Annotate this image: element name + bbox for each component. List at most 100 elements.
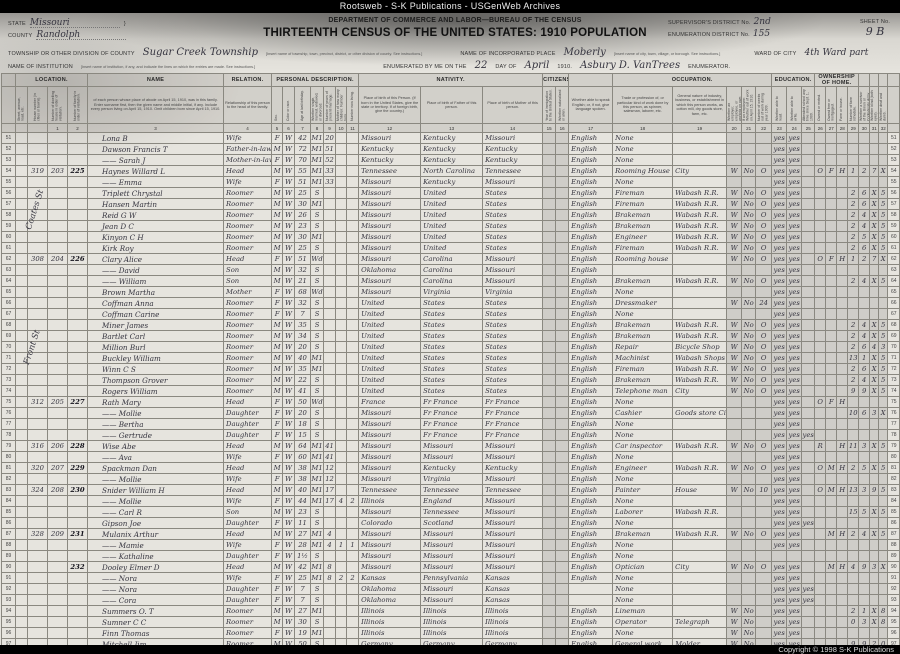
cell-cb bbox=[335, 550, 348, 562]
cell-cl bbox=[346, 363, 360, 375]
cell-name: —— Nora bbox=[87, 583, 225, 595]
cell-fam bbox=[66, 143, 89, 155]
cell-wks bbox=[755, 418, 773, 430]
cell-emp: W bbox=[726, 165, 743, 177]
cell-yrs: 51 bbox=[323, 143, 337, 155]
cell-sched bbox=[847, 451, 860, 463]
cell-bpm: Fr France bbox=[482, 418, 544, 430]
cell-rline: 90 bbox=[887, 561, 900, 573]
cell-farm bbox=[836, 616, 849, 628]
cell-rel: Roomer bbox=[223, 341, 273, 353]
cell-sex: F bbox=[271, 297, 284, 309]
enumeration-row: NAME OF INSTITUTION [Insert name of inst… bbox=[8, 60, 892, 71]
cell-bpm: Illinois bbox=[482, 605, 544, 617]
brace: } bbox=[123, 21, 126, 27]
cell-imm bbox=[542, 264, 557, 276]
cell-sex: F bbox=[271, 572, 284, 584]
cell-nat bbox=[555, 187, 570, 199]
cell-name: —— Emma bbox=[87, 176, 225, 188]
cell-dw: 209 bbox=[47, 528, 68, 540]
cell-vet: 2 bbox=[858, 165, 871, 177]
cell-fam bbox=[66, 539, 89, 551]
cell-imm bbox=[542, 286, 557, 298]
cell-mar: S bbox=[310, 517, 325, 529]
cell-color: W bbox=[282, 385, 296, 397]
cell-own bbox=[814, 297, 827, 309]
cell-line: 68 bbox=[1, 319, 16, 331]
cell-rline: 93 bbox=[887, 594, 900, 606]
cell-sex: F bbox=[271, 308, 284, 320]
cell-age: 40 bbox=[294, 484, 312, 496]
cell-imm bbox=[542, 451, 557, 463]
column-number: 17 bbox=[568, 123, 614, 133]
cell-vet bbox=[858, 308, 871, 320]
cell-vet bbox=[858, 594, 871, 606]
cell-lang: English bbox=[568, 495, 614, 507]
cell-mar: S bbox=[310, 616, 325, 628]
cell-vet bbox=[858, 517, 871, 529]
cell-sched: 13 bbox=[847, 352, 860, 364]
cell-sched bbox=[847, 572, 860, 584]
cell-trade: None bbox=[612, 429, 674, 441]
cell-dw bbox=[47, 297, 68, 309]
cell-own bbox=[814, 198, 827, 210]
cell-cl bbox=[346, 605, 360, 617]
cell-name: Spackman Dan bbox=[87, 462, 225, 474]
cell-vet bbox=[858, 132, 871, 144]
cell-sch bbox=[801, 143, 816, 155]
cell-trade: None bbox=[612, 132, 674, 144]
cell-deaf bbox=[878, 286, 889, 298]
cell-cb bbox=[335, 462, 348, 474]
cell-read: yes bbox=[771, 561, 788, 573]
cell-trade: Brakeman bbox=[612, 528, 674, 540]
cell-bpm: Kansas bbox=[482, 583, 544, 595]
cell-lang: English bbox=[568, 407, 614, 419]
cell-write: yes bbox=[786, 572, 803, 584]
cell-sch bbox=[801, 385, 816, 397]
cell-bpf: States bbox=[420, 319, 484, 331]
cell-fam bbox=[66, 495, 89, 507]
cell-own bbox=[814, 352, 827, 364]
cell-out bbox=[741, 473, 757, 485]
cell-rline: 64 bbox=[887, 275, 900, 287]
cell-bpf: Fr France bbox=[420, 429, 484, 441]
cell-dw bbox=[47, 594, 68, 606]
cell-sched: 11 bbox=[847, 440, 860, 452]
cell-nat bbox=[555, 220, 570, 232]
cell-emp bbox=[726, 154, 743, 166]
column-number: 31 bbox=[869, 123, 880, 133]
cell-wks: O bbox=[755, 561, 773, 573]
cell-cb bbox=[335, 176, 348, 188]
cell-line: 75 bbox=[1, 396, 16, 408]
column-group-label: EDUCATION. bbox=[771, 73, 816, 87]
cell-free bbox=[825, 429, 838, 441]
cell-yrs bbox=[323, 330, 337, 342]
cell-nat bbox=[555, 165, 570, 177]
cell-trade bbox=[612, 264, 674, 276]
cell-deaf bbox=[878, 517, 889, 529]
cell-out bbox=[741, 495, 757, 507]
column-group-label bbox=[568, 73, 614, 87]
cell-age: 51 bbox=[294, 176, 312, 188]
cell-blind bbox=[869, 396, 880, 408]
cell-color: W bbox=[282, 451, 296, 463]
cell-lang: English bbox=[568, 363, 614, 375]
cell-deaf: 5 bbox=[878, 440, 889, 452]
cell-bpf: States bbox=[420, 352, 484, 364]
cell-free bbox=[825, 451, 838, 463]
cell-ind: Wabash R.R. bbox=[672, 231, 728, 243]
cell-rel: Roomer bbox=[223, 605, 273, 617]
cell-sch bbox=[801, 451, 816, 463]
cell-vet: 3 bbox=[858, 440, 871, 452]
cell-read: yes bbox=[771, 517, 788, 529]
cell-nat bbox=[555, 605, 570, 617]
cell-cl bbox=[346, 385, 360, 397]
cell-read: yes bbox=[771, 143, 788, 155]
cell-emp bbox=[726, 143, 743, 155]
cell-wks bbox=[755, 605, 773, 617]
cell-nat bbox=[555, 209, 570, 221]
cell-imm bbox=[542, 627, 557, 639]
cell-write: yes bbox=[786, 143, 803, 155]
cell-wks: O bbox=[755, 187, 773, 199]
cell-own bbox=[814, 572, 827, 584]
